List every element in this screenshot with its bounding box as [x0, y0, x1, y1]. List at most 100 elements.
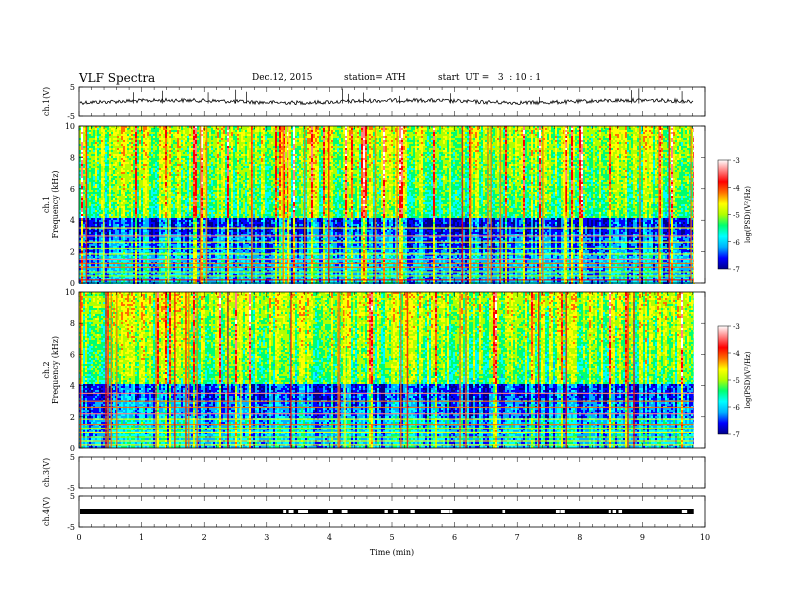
emission-line [79, 263, 694, 264]
sferic [690, 126, 692, 283]
sferic [200, 126, 202, 283]
sferic [251, 126, 253, 283]
waveform-trace [80, 98, 693, 104]
pulse-gap [619, 510, 623, 513]
pulse-gap [411, 510, 415, 513]
sferic [396, 126, 398, 283]
sferic [407, 292, 409, 448]
colorbar-tick-label: -5 [733, 377, 740, 385]
pulse-gap [342, 510, 346, 513]
y-tick-label: 6 [70, 350, 75, 359]
sferic [185, 292, 187, 448]
sferic [155, 292, 157, 448]
sferic [538, 292, 540, 448]
emission-line [79, 444, 694, 445]
emission-line [79, 419, 694, 420]
sferic [449, 126, 451, 283]
sferic [304, 126, 306, 283]
x-tick-label: 7 [515, 533, 520, 542]
sferic [337, 292, 339, 448]
emission-line [79, 424, 694, 425]
sferic [86, 126, 88, 283]
y-tick-label: 0 [70, 444, 75, 453]
y-axis-label: ch.1 [42, 196, 51, 213]
x-tick-label: 0 [76, 533, 81, 542]
emission-line [79, 267, 694, 268]
y-tick-label: 10 [65, 288, 75, 297]
sferic [80, 292, 82, 448]
colorbar-label: log(PSD)(V²/Hz) [744, 186, 752, 243]
sferic [487, 126, 489, 283]
panel-3 [79, 292, 731, 448]
pulse-gap [306, 510, 308, 513]
sferic [344, 292, 346, 448]
x-tick-label: 2 [202, 533, 207, 542]
emission-line [79, 235, 694, 236]
sferic [400, 292, 402, 448]
sferic [328, 126, 330, 283]
colorbar [718, 326, 728, 434]
panel-1 [79, 87, 705, 116]
sferic [565, 292, 567, 448]
sferic [283, 126, 285, 283]
emission-line [79, 248, 694, 249]
emission-line [79, 253, 694, 254]
pulse-gap [298, 510, 302, 513]
sferic [465, 292, 467, 448]
y-axis-label: ch.1(V) [42, 87, 51, 116]
pulse-gap [442, 510, 446, 513]
x-tick-label: 1 [139, 533, 144, 542]
sferic [290, 292, 292, 448]
colorbar-tick-label: -4 [733, 184, 740, 192]
y-tick-label: 4 [70, 216, 75, 225]
pulse-gap [613, 510, 616, 513]
x-tick-label: 9 [640, 533, 645, 542]
sferic [470, 126, 472, 283]
y-tick-label: 2 [70, 248, 75, 257]
x-tick-label: 10 [700, 533, 710, 542]
x-tick-label: 6 [452, 533, 457, 542]
y-tick-label: 0 [70, 279, 75, 288]
sferic [188, 292, 190, 448]
y-tick-label: -5 [67, 112, 75, 121]
sferic [490, 126, 492, 283]
y-axis-label: ch.4(V) [42, 497, 51, 526]
y-tick-label: 4 [70, 382, 75, 391]
sferic [627, 292, 629, 448]
pulse-gap [283, 510, 286, 513]
emission-line [79, 413, 694, 414]
panel-5 [79, 496, 705, 527]
sferic [288, 126, 290, 283]
sferic [196, 292, 198, 448]
colorbar-tick-label: -6 [733, 404, 740, 412]
emission-line [79, 401, 694, 402]
colorbar-tick-label: -7 [733, 431, 740, 439]
x-tick-label: 8 [577, 533, 582, 542]
x-tick-label: 4 [327, 533, 332, 542]
pulse-gap [560, 510, 564, 513]
sferic [500, 126, 502, 283]
colorbar-tick-label: -3 [733, 323, 740, 331]
sferic [105, 292, 107, 448]
y-tick-label: 5 [70, 83, 75, 92]
y-tick-label: 10 [65, 122, 75, 131]
sferic [206, 126, 208, 283]
emission-line [79, 242, 694, 243]
y-tick-label: 6 [70, 185, 75, 194]
panel-2 [79, 126, 731, 284]
pulse-gap [329, 510, 333, 513]
sferic [227, 292, 229, 448]
vlf-spectra-figure: 5 -5 ch.1(V) -3 -4 -5 -6 -7 log(PSD)(V²/Hz) 0 2 4 6 8… [0, 0, 792, 612]
y-axis-label: ch.2 [42, 361, 51, 378]
emission-line [79, 275, 694, 276]
pulse-gap [393, 510, 398, 513]
pulse-gap [502, 510, 505, 513]
sferic [339, 292, 341, 448]
emission-line [79, 436, 694, 437]
pulse-gap [289, 510, 293, 513]
sferic [639, 126, 641, 283]
sferic [459, 292, 461, 448]
y-axis-label: Frequency (kHz) [51, 170, 60, 238]
sferic [103, 126, 105, 283]
emission-line [79, 393, 694, 394]
